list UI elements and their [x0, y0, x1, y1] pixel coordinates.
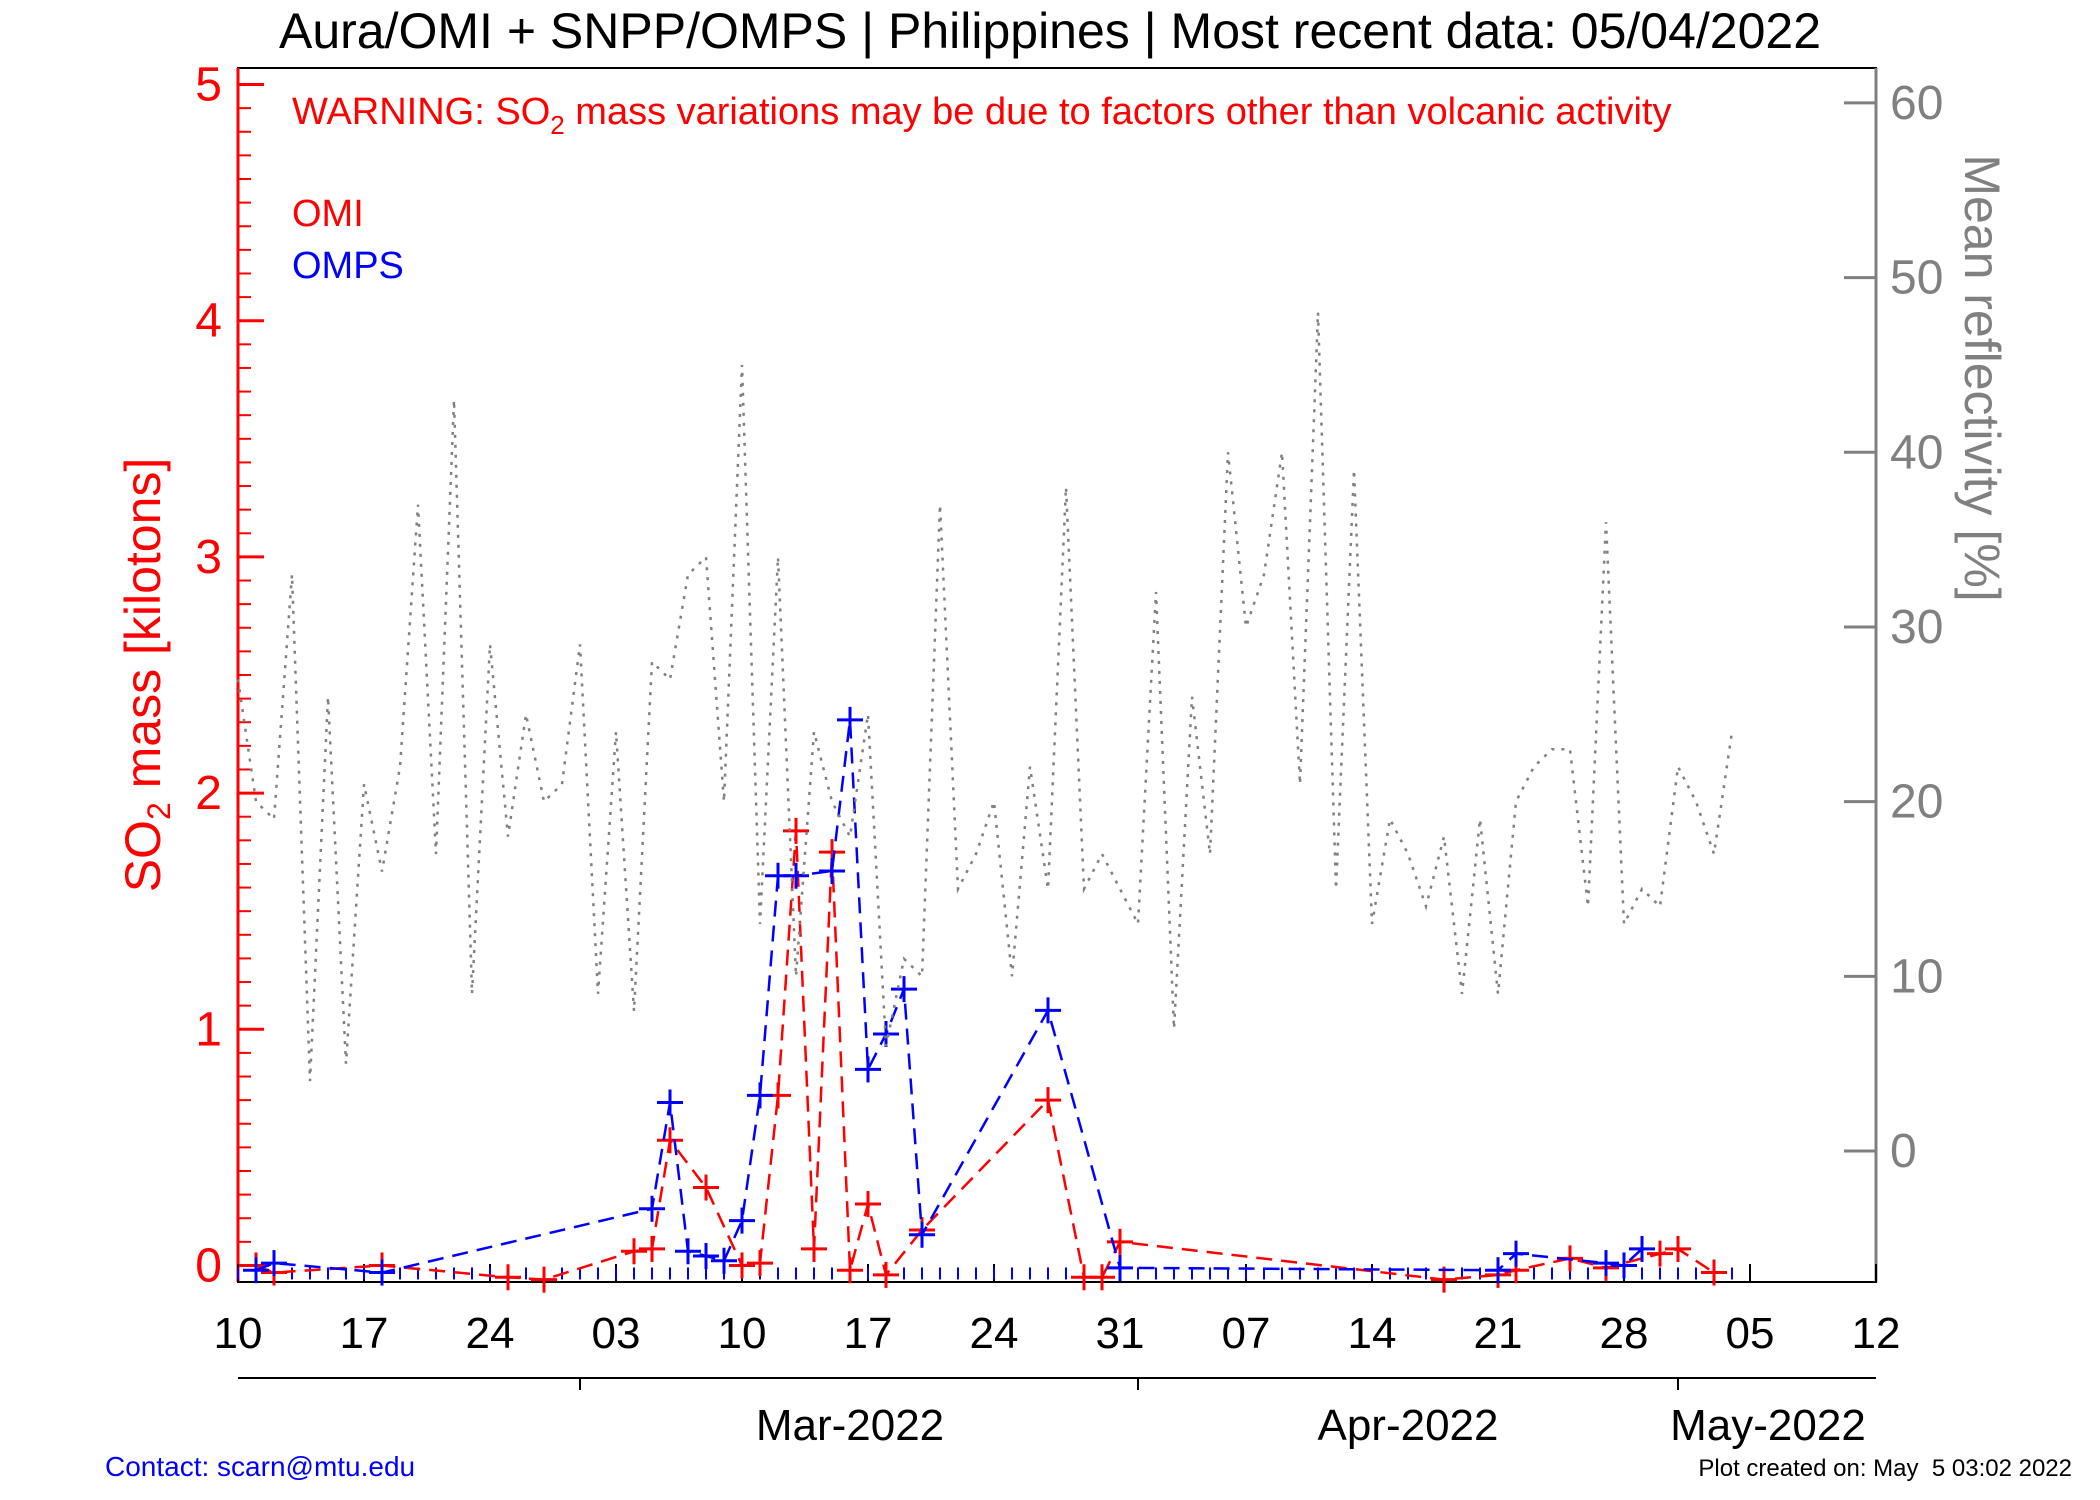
y2-tick-label: 0 — [1890, 1125, 1917, 1178]
data-point-0 — [1665, 1235, 1691, 1262]
x-tick-label: 17 — [340, 1309, 389, 1358]
data-point-1 — [747, 1082, 773, 1109]
data-point-0 — [1701, 1259, 1727, 1286]
data-point-1 — [1503, 1240, 1529, 1267]
data-point-1 — [1107, 1254, 1133, 1281]
data-point-1 — [261, 1250, 287, 1277]
data-point-0 — [1107, 1228, 1133, 1255]
plot-created-text: Plot created on: May 5 03:02 2022 — [1698, 1455, 2072, 1482]
x-tick-label: 28 — [1600, 1309, 1649, 1358]
warning-text: WARNING: SO2 mass variations may be due … — [292, 91, 1671, 140]
x-tick-label: 10 — [214, 1309, 263, 1358]
y2-tick-label: 50 — [1890, 252, 1943, 305]
y2-axis-label: Mean reflectivity [%] — [1954, 154, 2010, 601]
series-line-0 — [255, 830, 1715, 1281]
month-label: May-2022 — [1670, 1401, 1866, 1450]
x-tick-label: 24 — [970, 1309, 1019, 1358]
data-point-0 — [747, 1250, 773, 1277]
data-point-1 — [711, 1247, 737, 1274]
data-point-1 — [891, 976, 917, 1003]
data-point-1 — [873, 1021, 899, 1048]
x-tick-label: 24 — [466, 1309, 515, 1358]
x-tick-label: 21 — [1474, 1309, 1523, 1358]
data-point-1 — [855, 1056, 881, 1083]
data-point-1 — [783, 862, 809, 889]
data-point-0 — [1035, 1087, 1061, 1114]
data-point-1 — [837, 706, 863, 733]
data-point-0 — [657, 1127, 683, 1154]
data-point-1 — [819, 858, 845, 885]
series-layer — [236, 312, 1734, 1293]
data-point-0 — [639, 1235, 665, 1262]
data-point-1 — [729, 1207, 755, 1234]
data-point-0 — [729, 1252, 755, 1279]
data-point-1 — [639, 1195, 665, 1222]
series-line-2 — [236, 312, 1734, 1082]
y-tick-label: 4 — [195, 295, 222, 348]
data-point-0 — [1647, 1240, 1673, 1267]
data-point-0 — [801, 1235, 827, 1262]
chart-title: Aura/OMI + SNPP/OMPS | Philippines | Mos… — [279, 3, 1821, 59]
data-point-0 — [495, 1264, 521, 1291]
data-point-0 — [1089, 1264, 1115, 1291]
y2-tick-label: 60 — [1890, 77, 1943, 130]
data-point-1 — [657, 1089, 683, 1116]
y2-tick-label: 10 — [1890, 950, 1943, 1003]
x-tick-label: 07 — [1222, 1309, 1271, 1358]
contact-link[interactable]: Contact: scarn@mtu.edu — [105, 1451, 415, 1482]
x-tick-label: 05 — [1726, 1309, 1775, 1358]
data-point-0 — [873, 1261, 899, 1288]
y-axis-label: SO2 mass [kilotons] — [115, 458, 177, 893]
data-point-0 — [783, 817, 809, 844]
y2-tick-label: 40 — [1890, 426, 1943, 479]
data-point-0 — [837, 1257, 863, 1284]
data-point-1 — [1611, 1252, 1637, 1279]
x-tick-label: 17 — [844, 1309, 893, 1358]
month-label: Apr-2022 — [1317, 1401, 1498, 1450]
data-point-0 — [621, 1238, 647, 1265]
legend-omps: OMPS — [292, 245, 404, 287]
data-point-1 — [1485, 1257, 1511, 1284]
data-point-1 — [369, 1259, 395, 1286]
data-point-1 — [1629, 1235, 1655, 1262]
y2-tick-label: 30 — [1890, 601, 1943, 654]
y-tick-label: 0 — [195, 1239, 222, 1292]
data-point-1 — [1035, 997, 1061, 1024]
month-label: Mar-2022 — [756, 1401, 944, 1450]
series-line-1 — [255, 719, 1643, 1274]
y-tick-label: 3 — [195, 531, 222, 584]
data-point-0 — [531, 1266, 557, 1293]
y2-tick-label: 20 — [1890, 776, 1943, 829]
y-tick-label: 5 — [195, 59, 222, 112]
data-point-1 — [909, 1221, 935, 1248]
data-point-1 — [243, 1257, 269, 1284]
data-point-0 — [855, 1191, 881, 1218]
x-tick-label: 31 — [1096, 1309, 1145, 1358]
x-tick-label: 12 — [1852, 1309, 1901, 1358]
data-point-0 — [693, 1174, 719, 1201]
legend-omi: OMI — [292, 193, 364, 235]
x-tick-label: 10 — [718, 1309, 767, 1358]
y-tick-label: 2 — [195, 767, 222, 820]
data-point-1 — [1593, 1250, 1619, 1277]
data-point-1 — [693, 1243, 719, 1270]
x-tick-label: 14 — [1348, 1309, 1397, 1358]
data-point-1 — [675, 1238, 701, 1265]
x-tick-label: 03 — [592, 1309, 641, 1358]
y-tick-label: 1 — [195, 1003, 222, 1056]
